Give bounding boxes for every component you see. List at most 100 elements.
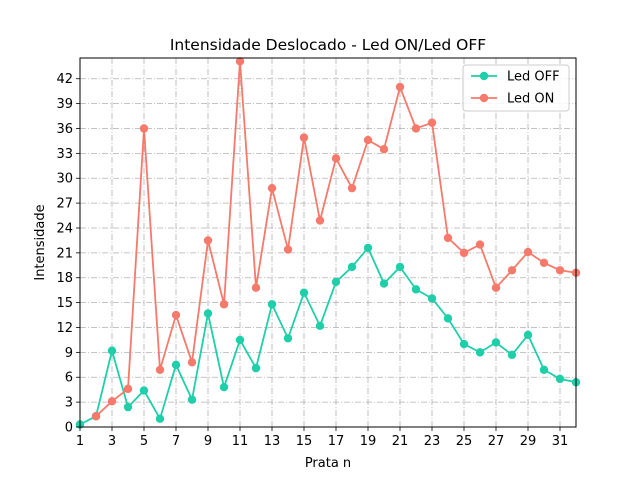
x-axis-label: Prata n xyxy=(305,456,351,471)
x-tick-label: 19 xyxy=(360,434,377,449)
data-point-led-off xyxy=(267,300,277,309)
data-point-led-off xyxy=(379,279,389,288)
data-point-led-on xyxy=(251,283,261,292)
y-tick-label: 12 xyxy=(56,321,73,336)
x-tick-label: 27 xyxy=(488,434,505,449)
x-tick-label: 31 xyxy=(552,434,569,449)
data-point-led-off xyxy=(187,395,197,404)
y-tick-label: 30 xyxy=(56,172,73,187)
data-point-led-off xyxy=(315,321,325,331)
data-point-led-off xyxy=(235,335,245,345)
data-point-led-on xyxy=(523,247,533,257)
data-point-led-off xyxy=(139,386,149,395)
legend-label-led-off: Led OFF xyxy=(507,70,560,85)
data-point-led-on xyxy=(411,124,421,133)
data-point-led-on xyxy=(315,216,325,225)
y-tick-label: 42 xyxy=(56,72,73,87)
y-tick-label: 36 xyxy=(56,122,73,137)
y-tick-label: 6 xyxy=(65,371,73,386)
y-tick-label: 3 xyxy=(65,396,73,411)
data-point-led-off xyxy=(251,363,261,373)
data-point-led-on xyxy=(235,57,245,66)
data-point-led-on xyxy=(139,124,149,133)
data-point-led-off xyxy=(507,350,517,360)
data-point-led-on xyxy=(491,283,501,292)
data-point-led-on xyxy=(363,135,373,145)
data-point-led-off xyxy=(331,277,341,287)
x-tick-label: 21 xyxy=(392,434,409,449)
plot-frame xyxy=(79,57,577,428)
x-tick-label: 17 xyxy=(328,434,345,449)
x-tick-label: 5 xyxy=(140,434,148,449)
legend: Led OFF Led ON xyxy=(462,64,570,112)
data-point-led-on xyxy=(427,118,437,127)
data-point-led-on xyxy=(299,133,309,142)
legend-label-led-on: Led ON xyxy=(507,92,554,107)
x-tick-label: 29 xyxy=(520,434,537,449)
data-point-led-on xyxy=(123,384,133,394)
data-point-led-off xyxy=(443,314,453,323)
data-point-led-off xyxy=(459,339,469,349)
y-tick-label: 27 xyxy=(56,197,73,212)
y-tick-label: 9 xyxy=(65,346,73,361)
data-point-led-on xyxy=(539,258,549,268)
y-tick-label: 24 xyxy=(56,221,73,236)
data-point-led-off xyxy=(203,309,213,318)
data-point-led-on xyxy=(267,183,277,193)
data-point-led-off xyxy=(347,262,357,272)
series-led-off xyxy=(75,243,581,429)
data-point-led-off xyxy=(475,348,485,357)
data-point-led-on xyxy=(203,236,213,245)
data-point-led-off xyxy=(219,382,229,392)
data-point-led-on xyxy=(475,240,485,249)
x-tick-label: 15 xyxy=(296,434,313,449)
chart-title: Intensidade Deslocado - Led ON/Led OFF xyxy=(170,36,486,54)
data-point-led-on xyxy=(395,82,405,92)
y-tick-label: 15 xyxy=(56,296,73,311)
data-point-led-off xyxy=(363,243,373,253)
data-point-led-on xyxy=(187,358,197,367)
data-point-led-off xyxy=(107,346,117,355)
data-point-led-on xyxy=(507,266,517,275)
x-tick-label: 1 xyxy=(76,434,84,449)
data-point-led-off xyxy=(395,262,405,272)
data-point-led-off xyxy=(539,365,549,374)
data-point-led-off xyxy=(491,338,501,347)
data-point-led-on xyxy=(91,412,101,421)
y-axis-label: Intensidade xyxy=(33,204,48,280)
series-led-on xyxy=(91,57,581,421)
series-layer xyxy=(75,57,581,429)
x-tick-label: 9 xyxy=(204,434,212,449)
data-point-led-on xyxy=(379,145,389,154)
legend-marker-led-off xyxy=(479,71,489,81)
y-tick-label: 18 xyxy=(56,271,73,286)
legend-marker-led-on xyxy=(479,93,489,103)
data-point-led-off xyxy=(299,288,309,297)
x-tick-label: 23 xyxy=(424,434,441,449)
data-point-led-on xyxy=(283,245,293,254)
y-tick-label: 39 xyxy=(56,97,73,112)
data-point-led-on xyxy=(555,266,565,275)
data-point-led-on xyxy=(347,183,357,193)
data-point-led-on xyxy=(171,310,181,320)
x-tick-label: 11 xyxy=(232,434,249,449)
data-point-led-on xyxy=(459,248,469,258)
data-point-led-off xyxy=(427,294,437,303)
x-tick-label: 7 xyxy=(172,434,180,449)
data-point-led-off xyxy=(283,334,293,343)
ticks: 1 3 5 7 9 11 13 15 17 19 21 23 25 27 29 310369121518212… xyxy=(56,72,568,449)
x-tick-label: 25 xyxy=(456,434,473,449)
data-point-led-off xyxy=(155,414,165,423)
y-tick-label: 33 xyxy=(56,147,73,162)
data-point-led-on xyxy=(155,365,165,374)
data-point-led-on xyxy=(219,300,229,309)
x-tick-label: 3 xyxy=(108,434,116,449)
data-point-led-off xyxy=(171,360,181,370)
data-point-led-on xyxy=(331,154,341,163)
data-point-led-on xyxy=(443,233,453,243)
y-tick-label: 0 xyxy=(65,421,73,436)
data-point-led-on xyxy=(107,397,117,406)
data-point-led-off xyxy=(523,330,533,340)
y-tick-label: 21 xyxy=(56,246,73,261)
